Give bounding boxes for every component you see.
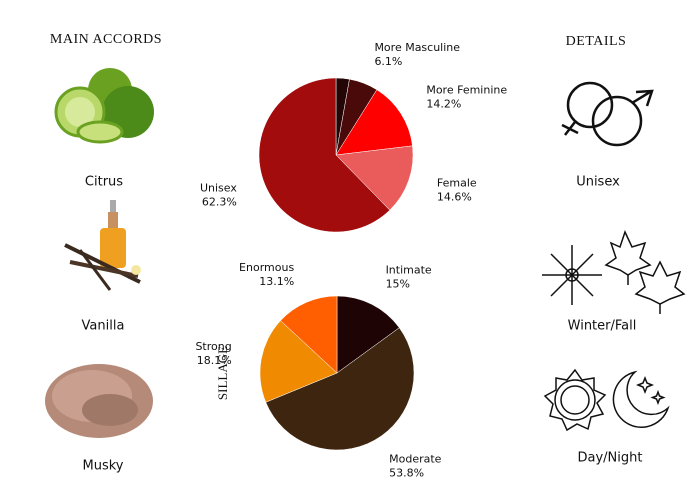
gender-icon: [561, 81, 654, 147]
slice-label: Strong: [195, 340, 231, 353]
detail-label: Winter/Fall: [568, 319, 637, 334]
pie-slice: [335, 89, 413, 156]
day-night-icon: [543, 368, 670, 432]
slice-label: More Masculine: [374, 41, 460, 54]
slice-label: Female: [437, 177, 477, 190]
detail-label: Day/Night: [578, 451, 643, 466]
accords-title: MAIN ACCORDS: [50, 32, 162, 47]
pie-title: SILLAGE: [215, 346, 230, 400]
pie-slice: [280, 295, 338, 374]
slice-value: 62.3%: [202, 195, 237, 208]
slice-label: Unisex: [200, 181, 237, 194]
slice-value: 13.1%: [259, 275, 294, 288]
pie-slice: [335, 145, 414, 211]
details-title: DETAILS: [566, 34, 627, 49]
musky-image: [45, 364, 153, 438]
season-icon: [542, 229, 686, 314]
slice-value: 14.6%: [437, 191, 472, 204]
slice-label: More Feminine: [426, 84, 507, 97]
citrus-image: [54, 68, 154, 144]
slice-value: 6.1%: [374, 55, 402, 68]
pie-slice: [258, 77, 391, 233]
pie-slice: [265, 327, 415, 451]
accord-label: Vanilla: [82, 319, 125, 334]
slice-value: 18.1%: [197, 354, 232, 367]
pie-slice: [259, 320, 338, 403]
slice-value: 53.8%: [389, 466, 424, 479]
slice-label: Intimate: [386, 264, 432, 277]
pie-slice: [336, 295, 400, 374]
slice-value: 14.2%: [426, 98, 461, 111]
slice-label: Enormous: [239, 261, 294, 274]
slice-value: 15%: [386, 278, 410, 291]
slice-label: Moderate: [389, 452, 442, 465]
accord-label: Musky: [83, 459, 124, 474]
vanilla-image: [64, 200, 141, 291]
accord-label: Citrus: [85, 175, 123, 190]
detail-label: Unisex: [576, 175, 620, 190]
